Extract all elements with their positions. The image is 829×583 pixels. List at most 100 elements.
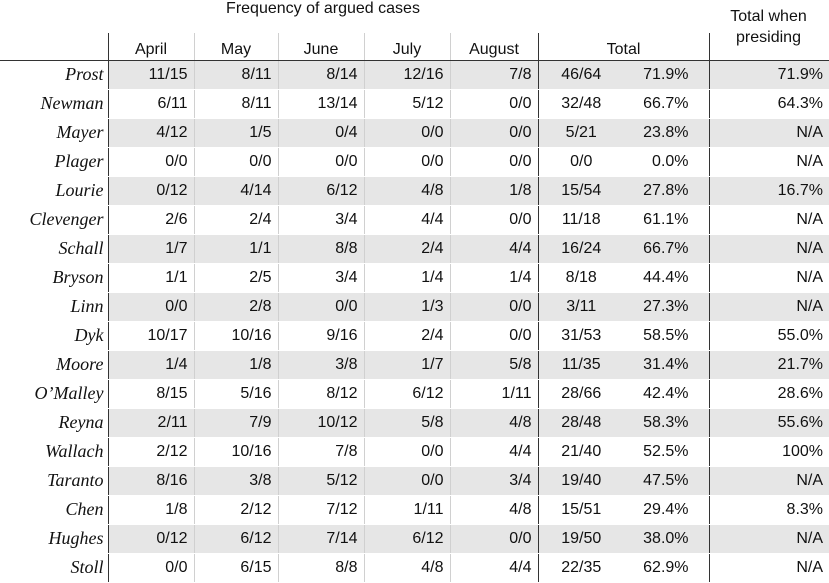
judge-name: Schall: [0, 234, 109, 264]
cell-presiding: N/A: [709, 234, 829, 264]
cell-total-percent: 47.5%: [624, 466, 710, 496]
cell-april: 6/11: [108, 89, 195, 119]
cell-july: 0/0: [364, 118, 451, 148]
cell-total-fraction: 16/24: [538, 234, 624, 264]
cell-april: 2/11: [108, 408, 195, 438]
cell-august: 4/4: [450, 437, 539, 467]
cell-june: 10/12: [278, 408, 365, 438]
super-header: Frequency of argued cases: [226, 0, 420, 17]
cell-may: 2/8: [194, 292, 279, 322]
cell-april: 8/16: [108, 466, 195, 496]
cell-may: 2/5: [194, 263, 279, 293]
cell-may: 4/14: [194, 176, 279, 206]
cell-june: 7/8: [278, 437, 365, 467]
cell-august: 0/0: [450, 524, 539, 554]
cell-total-percent: 0.0%: [624, 147, 710, 177]
judge-name: Newman: [0, 89, 109, 119]
cell-presiding: 64.3%: [709, 89, 829, 119]
cell-july: 12/16: [364, 60, 451, 90]
cell-presiding: N/A: [709, 466, 829, 496]
cell-total-fraction: 15/51: [538, 495, 624, 525]
judge-name: Moore: [0, 350, 109, 380]
cell-july: 2/4: [364, 234, 451, 264]
table-row: Moore 1/4 1/8 3/8 1/7 5/8 11/35 31.4% 21.7%: [0, 350, 829, 380]
table-row: Hughes 0/12 6/12 7/14 6/12 0/0 19/50 38.0% N/A: [0, 524, 829, 554]
cell-may: 10/16: [194, 321, 279, 351]
cell-july: 1/7: [364, 350, 451, 380]
cell-total-fraction: 21/40: [538, 437, 624, 467]
cell-june: 3/4: [278, 205, 365, 235]
table-row: Linn 0/0 2/8 0/0 1/3 0/0 3/11 27.3% N/A: [0, 292, 829, 322]
cell-total-fraction: 19/50: [538, 524, 624, 554]
cell-june: 6/12: [278, 176, 365, 206]
cell-june: 0/0: [278, 147, 365, 177]
cell-total-percent: 38.0%: [624, 524, 710, 554]
cell-presiding: 8.3%: [709, 495, 829, 525]
cell-total-fraction: 11/18: [538, 205, 624, 235]
cell-total-fraction: 46/64: [538, 60, 624, 90]
cell-april: 0/12: [108, 524, 195, 554]
cell-total-percent: 52.5%: [624, 437, 710, 467]
cell-june: 8/12: [278, 379, 365, 409]
cell-may: 0/0: [194, 147, 279, 177]
cell-presiding: 21.7%: [709, 350, 829, 380]
cell-total-fraction: 15/54: [538, 176, 624, 206]
cell-july: 0/0: [364, 147, 451, 177]
table-row: Taranto 8/16 3/8 5/12 0/0 3/4 19/40 47.5% N/A: [0, 466, 829, 496]
cell-july: 4/8: [364, 553, 451, 583]
cell-may: 10/16: [194, 437, 279, 467]
cell-may: 7/9: [194, 408, 279, 438]
cell-august: 1/11: [450, 379, 539, 409]
cell-august: 5/8: [450, 350, 539, 380]
cell-august: 4/8: [450, 408, 539, 438]
cell-presiding: N/A: [709, 292, 829, 322]
cell-presiding: N/A: [709, 553, 829, 583]
cell-april: 0/0: [108, 292, 195, 322]
cell-june: 3/4: [278, 263, 365, 293]
argued-cases-table: April May June July August Total Prost 11…: [0, 33, 829, 583]
judge-name: Reyna: [0, 408, 109, 438]
judge-name: Linn: [0, 292, 109, 322]
cell-may: 2/4: [194, 205, 279, 235]
cell-april: 4/12: [108, 118, 195, 148]
table-row: Dyk 10/17 10/16 9/16 2/4 0/0 31/53 58.5% 55.0%: [0, 321, 829, 351]
table-row: Clevenger 2/6 2/4 3/4 4/4 0/0 11/18 61.1% N/A: [0, 205, 829, 235]
cell-total-percent: 29.4%: [624, 495, 710, 525]
cell-august: 0/0: [450, 292, 539, 322]
cell-july: 1/3: [364, 292, 451, 322]
cell-total-percent: 27.3%: [624, 292, 710, 322]
cell-total-percent: 58.5%: [624, 321, 710, 351]
cell-august: 1/8: [450, 176, 539, 206]
table-row: Stoll 0/0 6/15 8/8 4/8 4/4 22/35 62.9% N/A: [0, 553, 829, 583]
cell-presiding: 55.6%: [709, 408, 829, 438]
col-header-june: June: [278, 33, 365, 61]
cell-april: 1/4: [108, 350, 195, 380]
cell-july: 2/4: [364, 321, 451, 351]
cell-presiding: 28.6%: [709, 379, 829, 409]
cell-june: 13/14: [278, 89, 365, 119]
cell-august: 3/4: [450, 466, 539, 496]
cell-august: 0/0: [450, 321, 539, 351]
cell-august: 0/0: [450, 205, 539, 235]
table-row: Newman 6/11 8/11 13/14 5/12 0/0 32/48 66.7% 64.3…: [0, 89, 829, 119]
cell-total-fraction: 11/35: [538, 350, 624, 380]
cell-august: 0/0: [450, 147, 539, 177]
cell-presiding: 71.9%: [709, 60, 829, 90]
cell-total-percent: 44.4%: [624, 263, 710, 293]
cell-june: 8/14: [278, 60, 365, 90]
cell-june: 8/8: [278, 234, 365, 264]
cell-april: 2/12: [108, 437, 195, 467]
cell-total-percent: 62.9%: [624, 553, 710, 583]
cell-may: 3/8: [194, 466, 279, 496]
cell-may: 6/12: [194, 524, 279, 554]
cell-total-fraction: 31/53: [538, 321, 624, 351]
cell-june: 0/4: [278, 118, 365, 148]
cell-total-percent: 71.9%: [624, 60, 710, 90]
col-header-total: Total: [538, 33, 710, 61]
cell-july: 5/8: [364, 408, 451, 438]
cell-july: 0/0: [364, 466, 451, 496]
cell-presiding: 55.0%: [709, 321, 829, 351]
cell-april: 0/0: [108, 147, 195, 177]
cell-may: 5/16: [194, 379, 279, 409]
cell-total-fraction: 5/21: [538, 118, 624, 148]
